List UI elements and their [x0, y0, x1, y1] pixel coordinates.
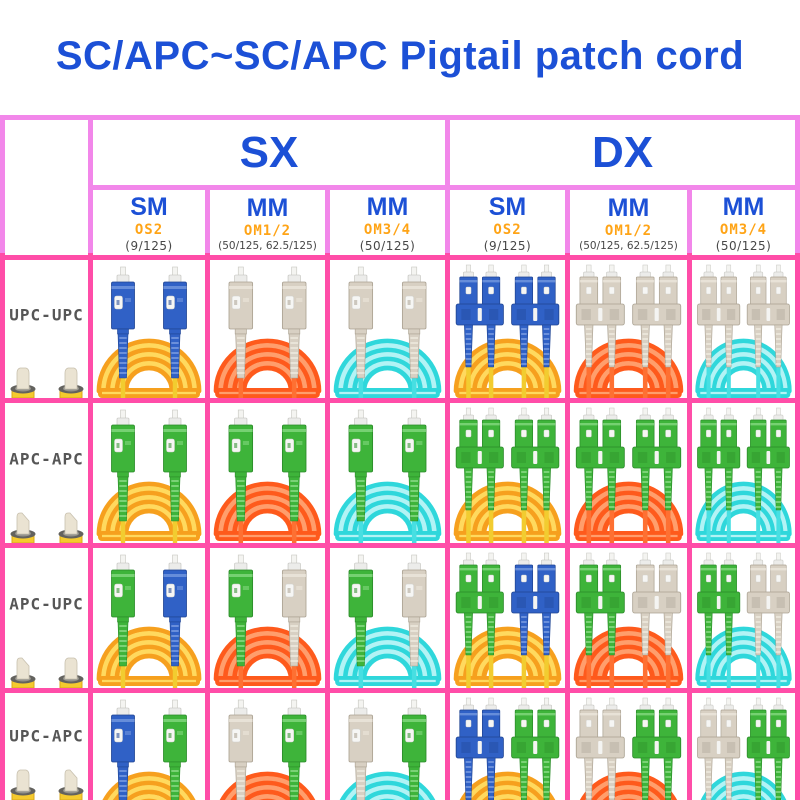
patch-cord-image — [695, 264, 792, 398]
patch-cord-cell-duplex — [570, 403, 687, 543]
straight-ferrule-tip-icon — [56, 360, 86, 399]
angled-ferrule-tip-icon — [56, 762, 86, 800]
patch-cord-image — [573, 264, 684, 398]
fiber-mode-label: SM — [130, 192, 168, 221]
patch-cord-image — [219, 699, 316, 800]
fiber-spec-label: (50/125) — [359, 238, 416, 253]
patch-cord-cell-duplex — [692, 693, 795, 800]
fiber-grade-label: OM3/4 — [719, 221, 768, 238]
row-label-cell: APC-APC — [5, 403, 88, 544]
angled-ferrule-tip-icon — [8, 650, 38, 689]
patch-cord-cell-duplex — [692, 548, 795, 688]
straight-ferrule-tip-icon — [8, 360, 38, 399]
patch-cord-cell-simplex — [210, 403, 325, 543]
ferrule-icons — [5, 650, 88, 689]
fiber-grade-label: OM1/2 — [243, 222, 292, 239]
row-label: UPC-APC — [9, 726, 84, 746]
patch-cord-cell-duplex — [692, 403, 795, 543]
table-corner-cell — [5, 120, 88, 255]
patch-cord-image — [213, 409, 322, 543]
patch-cord-image — [455, 697, 560, 800]
fiber-mode-label: MM — [722, 192, 765, 221]
patch-cord-cell-simplex — [210, 260, 325, 398]
fiber-mode-label: SM — [488, 192, 527, 221]
patch-cord-cell-simplex — [210, 548, 325, 688]
patch-cord-cell-simplex — [330, 548, 445, 688]
row-label-cell: APC-UPC — [5, 548, 88, 689]
row-label: APC-UPC — [9, 594, 84, 614]
patch-cord-image — [453, 264, 562, 398]
patch-cord-image — [96, 266, 202, 398]
patch-cord-image — [697, 697, 790, 800]
fiber-grade-label: OM3/4 — [363, 221, 412, 238]
patch-cord-cell-simplex — [330, 403, 445, 543]
patch-cord-image — [96, 409, 202, 543]
patch-cord-image — [213, 554, 322, 688]
patch-cord-image — [573, 552, 684, 688]
page-title: SC/APC~SC/APC Pigtail patch cord — [55, 33, 745, 78]
fiber-grade-label: OS2 — [493, 221, 522, 238]
patch-cord-cell-duplex — [692, 260, 795, 398]
patch-cord-cell-simplex — [330, 693, 445, 800]
patch-cord-image — [453, 552, 562, 688]
straight-ferrule-tip-icon — [8, 762, 38, 800]
patch-cord-cell-simplex — [330, 260, 445, 398]
patch-cord-image — [453, 407, 562, 543]
patch-cord-cell-duplex — [570, 260, 687, 398]
ferrule-icons — [5, 360, 88, 399]
subcolumn-header: MM OM3/4 (50/125) — [692, 190, 795, 255]
subcolumn-header: SM OS2 (9/125) — [450, 190, 565, 255]
fiber-spec-label: (50/125, 62.5/125) — [579, 239, 678, 252]
product-table: SX DX SM OS2 (9/125) MM OM1/2 (50/125, 62.5/125… — [0, 115, 800, 800]
patch-cord-image — [573, 407, 684, 543]
patch-cord-cell-simplex — [93, 403, 205, 543]
fiber-spec-label: (50/125) — [715, 238, 772, 253]
fiber-grade-label: OM1/2 — [604, 222, 653, 239]
angled-ferrule-tip-icon — [8, 505, 38, 544]
patch-cord-image — [695, 552, 792, 688]
row-label-cell: UPC-APC — [5, 693, 88, 800]
patch-cord-image — [339, 699, 436, 800]
fiber-mode-label: MM — [366, 192, 409, 221]
patch-cord-cell-duplex — [450, 548, 565, 688]
patch-cord-cell-simplex — [93, 260, 205, 398]
patch-cord-cell-simplex — [93, 548, 205, 688]
patch-cord-cell-simplex — [93, 693, 205, 800]
fiber-mode-label: MM — [246, 193, 289, 222]
subcolumn-header: MM OM1/2 (50/125, 62.5/125) — [210, 190, 325, 255]
angled-ferrule-tip-icon — [56, 505, 86, 544]
patch-cord-image — [96, 554, 202, 688]
patch-cord-cell-duplex — [570, 693, 687, 800]
patch-cord-image — [695, 407, 792, 543]
patch-cord-image — [333, 266, 442, 398]
row-label: APC-APC — [9, 449, 84, 469]
row-label: UPC-UPC — [9, 305, 84, 325]
patch-cord-cell-duplex — [450, 693, 565, 800]
patch-cord-cell-duplex — [450, 260, 565, 398]
patch-cord-image — [102, 699, 196, 800]
subcolumn-header: MM OM3/4 (50/125) — [330, 190, 445, 255]
subcolumn-header: MM OM1/2 (50/125, 62.5/125) — [570, 190, 687, 255]
column-group-header-dx: DX — [450, 120, 795, 185]
patch-cord-image — [333, 409, 442, 543]
subcolumn-header: SM OS2 (9/125) — [93, 190, 205, 255]
patch-cord-image — [213, 266, 322, 398]
straight-ferrule-tip-icon — [56, 650, 86, 689]
fiber-spec-label: (9/125) — [483, 238, 532, 253]
ferrule-icons — [5, 762, 88, 800]
fiber-spec-label: (9/125) — [125, 238, 173, 253]
fiber-grade-label: OS2 — [134, 221, 164, 238]
patch-cord-image — [575, 697, 682, 800]
fiber-spec-label: (50/125, 62.5/125) — [218, 239, 317, 252]
patch-cord-cell-simplex — [210, 693, 325, 800]
column-group-header-sx: SX — [93, 120, 445, 185]
ferrule-icons — [5, 505, 88, 544]
patch-cord-cell-duplex — [570, 548, 687, 688]
row-label-cell: UPC-UPC — [5, 260, 88, 399]
patch-cord-cell-duplex — [450, 403, 565, 543]
patch-cord-image — [333, 554, 442, 688]
fiber-mode-label: MM — [607, 193, 650, 222]
